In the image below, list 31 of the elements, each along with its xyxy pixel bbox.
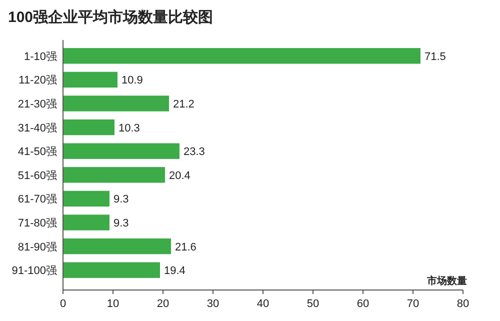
data-label: 21.6 (175, 241, 196, 254)
x-tick-label: 70 (406, 298, 420, 310)
y-tick-label: 21-30强 (18, 98, 57, 110)
y-tick-label: 71-80强 (18, 218, 57, 230)
x-axis-title: 市场数量 (426, 275, 467, 287)
data-label: 20.4 (169, 170, 190, 182)
y-tick-label: 11-20强 (18, 74, 57, 87)
y-tick-label: 1-10强 (24, 50, 57, 63)
data-label: 9.3 (114, 218, 129, 230)
y-tick-label: 81-90强 (18, 241, 57, 254)
data-label: 23.3 (184, 146, 205, 158)
x-tick-label: 10 (106, 298, 120, 310)
x-tick-label: 0 (60, 298, 66, 310)
data-label: 21.2 (173, 98, 194, 110)
x-tick-label: 60 (356, 298, 370, 310)
y-tick-label: 61-70强 (18, 194, 57, 206)
chart-title: 100强企业平均市场数量比较图 (8, 8, 214, 26)
data-label: 9.3 (114, 194, 129, 206)
y-tick-label: 31-40强 (18, 122, 57, 134)
x-tick-label: 80 (456, 298, 470, 310)
data-label: 19.4 (164, 265, 186, 278)
x-tick-label: 40 (256, 298, 270, 310)
y-tick-label: 51-60强 (18, 170, 57, 182)
y-tick-label: 91-100强 (12, 265, 57, 278)
data-label: 10.9 (122, 74, 143, 87)
data-label: 71.5 (424, 50, 446, 63)
x-tick-label: 50 (306, 298, 320, 310)
data-label: 10.3 (118, 122, 140, 134)
y-tick-label: 41-50强 (18, 146, 57, 158)
x-tick-label: 20 (156, 298, 170, 310)
x-tick-label: 30 (206, 298, 220, 310)
